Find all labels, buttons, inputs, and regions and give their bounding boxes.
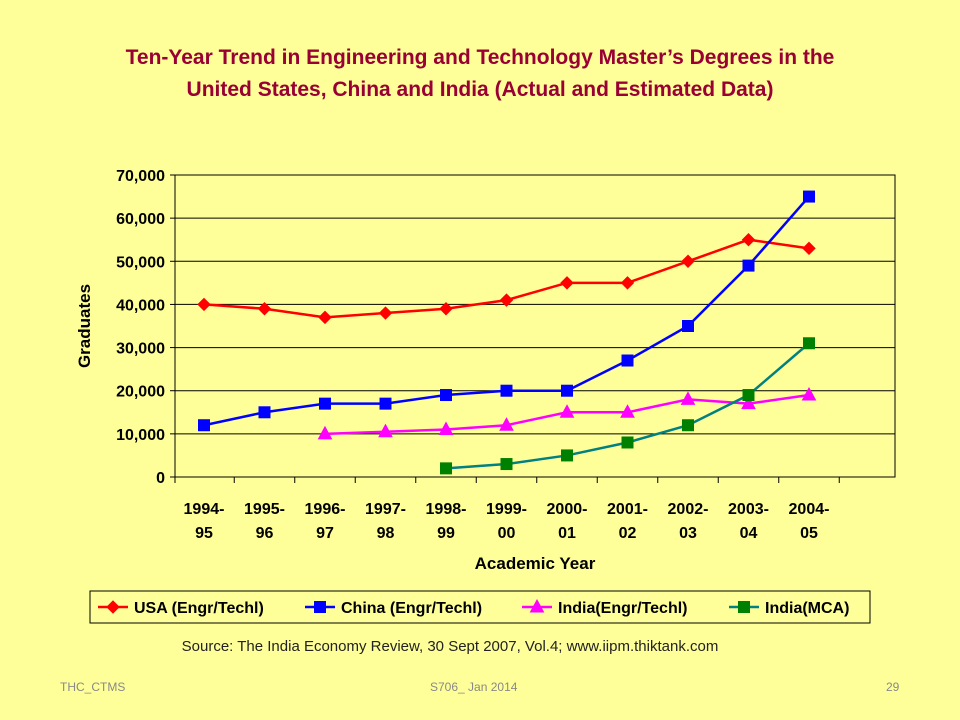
data-point	[803, 337, 815, 350]
y-tick-label: 60,000	[116, 211, 165, 228]
data-point	[801, 386, 817, 401]
data-point	[742, 389, 755, 402]
legend: USA (Engr/Techl) China (Engr/Techl) India(…	[89, 590, 871, 624]
legend-label: USA (Engr/Techl)	[134, 600, 264, 617]
y-tick-label: 70,000	[116, 168, 165, 185]
data-point	[440, 462, 452, 475]
x-tick-label: 05	[800, 525, 818, 542]
x-tick-label: 1995-	[244, 501, 285, 518]
x-tick-label: 04	[740, 525, 758, 542]
legend-marker	[106, 600, 120, 614]
source-note: Source: The India Economy Review, 30 Sep…	[181, 638, 719, 655]
data-point	[621, 436, 634, 449]
x-axis: 1994- 95 1995- 96 1996- 97 1997- 98 1998- 99 1999-…	[174, 477, 840, 542]
line-chart: 0 10,000 20,000 30,000 40,000 50,000 60,000 70,…	[75, 168, 896, 624]
data-point	[680, 391, 696, 405]
x-axis-label: Academic Year	[475, 554, 596, 573]
legend-label: India(Engr/Techl)	[558, 600, 687, 617]
legend-marker	[738, 601, 750, 613]
series-4	[440, 337, 815, 475]
data-point	[317, 425, 333, 440]
legend-label: India(MCA)	[765, 600, 849, 617]
series-1	[197, 233, 816, 325]
gridlines	[175, 217, 895, 435]
x-tick-label: 97	[316, 525, 334, 542]
x-tick-label: 2001-	[607, 501, 648, 518]
x-tick-label: 01	[558, 525, 576, 542]
legend-marker	[314, 601, 326, 613]
data-point	[561, 449, 573, 462]
legend-label: China (Engr/Techl)	[341, 600, 482, 617]
x-tick-label: 1997-	[365, 501, 406, 518]
data-point	[741, 233, 756, 247]
data-point	[319, 397, 331, 410]
chart-title: Ten-Year Trend in Engineering and Techno…	[40, 42, 920, 106]
data-point	[741, 395, 756, 410]
data-point	[682, 419, 694, 432]
data-point	[318, 310, 332, 325]
series-group	[197, 190, 817, 475]
y-tick-label: 0	[156, 470, 165, 487]
data-point	[621, 354, 634, 367]
x-tick-label: 1996-	[305, 501, 346, 518]
y-tick-label: 50,000	[116, 254, 165, 271]
data-point	[620, 404, 635, 418]
footer-center: S706_ Jan 2014	[430, 680, 518, 694]
data-point	[379, 397, 392, 410]
x-tick-label: 2000-	[547, 501, 588, 518]
data-point	[257, 302, 272, 316]
data-point	[258, 406, 271, 419]
series-2	[198, 190, 815, 432]
data-point	[499, 417, 514, 431]
data-point	[620, 276, 635, 290]
data-point	[198, 419, 210, 432]
y-axis: 0 10,000 20,000 30,000 40,000 50,000 60,000 70,…	[116, 168, 175, 487]
data-point	[682, 320, 694, 332]
data-point	[802, 241, 816, 256]
x-tick-label: 2003-	[728, 501, 769, 518]
data-point	[500, 384, 513, 397]
y-tick-label: 30,000	[116, 341, 165, 358]
x-tick-label: 1994-	[184, 501, 225, 518]
y-tick-label: 20,000	[116, 384, 165, 401]
data-point	[440, 389, 452, 402]
x-tick-label: 1999-	[486, 501, 527, 518]
x-tick-label: 03	[679, 525, 697, 542]
x-tick-label: 00	[498, 525, 516, 542]
data-point	[500, 458, 513, 471]
x-tick-label: 99	[437, 525, 455, 542]
footer-page-number: 29	[886, 680, 900, 694]
data-point	[378, 306, 393, 320]
x-tick-label: 2002-	[668, 501, 709, 518]
data-point	[438, 421, 454, 436]
x-tick-label: 98	[377, 525, 395, 542]
footer-left: THC_CTMS	[60, 680, 126, 694]
data-point	[378, 423, 393, 438]
data-point	[197, 297, 211, 312]
legend-marker	[529, 598, 545, 613]
x-tick-label: 02	[619, 525, 637, 542]
x-tick-label: 96	[256, 525, 274, 542]
title-line-2: United States, China and India (Actual a…	[186, 78, 774, 101]
x-tick-label: 2004-	[789, 501, 830, 518]
data-point	[742, 259, 755, 272]
data-point	[499, 293, 514, 307]
data-point	[559, 404, 575, 418]
data-point	[803, 190, 815, 203]
plot-area	[174, 174, 896, 478]
data-point	[681, 254, 695, 268]
title-line-1: Ten-Year Trend in Engineering and Techno…	[125, 46, 835, 69]
series-3	[317, 386, 817, 440]
y-tick-label: 10,000	[116, 427, 165, 444]
x-tick-label: 95	[195, 525, 213, 542]
data-point	[439, 302, 453, 316]
data-point	[561, 384, 573, 397]
y-axis-label: Graduates	[75, 284, 94, 368]
x-tick-label: 1998-	[426, 501, 467, 518]
data-point	[560, 276, 574, 290]
y-tick-label: 40,000	[116, 297, 165, 314]
